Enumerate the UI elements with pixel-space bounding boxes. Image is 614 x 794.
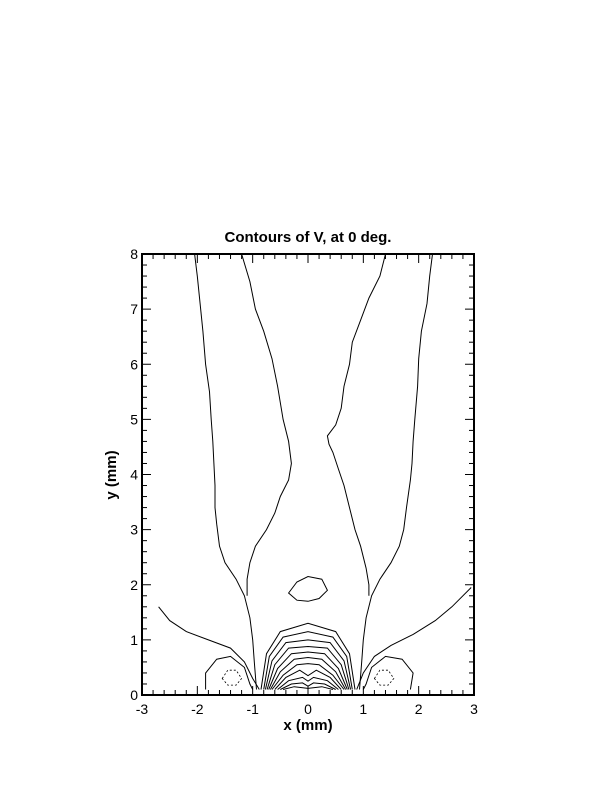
contour-line-18 xyxy=(274,669,342,690)
y-tick-label: 3 xyxy=(130,522,138,538)
contour-line-14 xyxy=(266,645,350,690)
y-tick-label: 7 xyxy=(130,301,138,317)
contour-lines xyxy=(158,253,472,690)
contour-line-6 xyxy=(205,655,254,690)
x-tick-label: -1 xyxy=(246,701,259,717)
axis-ticks xyxy=(141,253,475,696)
y-tick-label: 8 xyxy=(130,246,138,262)
contour-line-2 xyxy=(241,253,292,596)
y-tick-label: 5 xyxy=(130,411,138,427)
x-tick-label: -2 xyxy=(191,701,204,717)
y-tick-label: 2 xyxy=(130,577,138,593)
x-axis-label: x (mm) xyxy=(283,717,332,734)
tick-labels: -3 -2 -1 0 1 2 3 0 1 2 3 4 5 6 7 8 xyxy=(130,246,478,717)
contour-line-10 xyxy=(287,575,329,602)
y-tick-label: 0 xyxy=(130,687,138,703)
y-tick-label: 6 xyxy=(130,356,138,372)
contour-line-16 xyxy=(269,656,347,690)
contour-line-12 xyxy=(263,631,353,690)
contour-line-19 xyxy=(277,676,339,690)
x-tick-label: 0 xyxy=(304,701,312,717)
contour-line-8 xyxy=(221,669,243,686)
contour-line-7 xyxy=(362,655,414,690)
contour-line-15 xyxy=(268,651,348,690)
contour-line-3 xyxy=(326,253,386,596)
chart-title: Contours of V, at 0 deg. xyxy=(225,229,392,246)
x-tick-label: -3 xyxy=(136,701,149,717)
y-axis-label: y (mm) xyxy=(103,450,120,499)
contour-line-11 xyxy=(260,622,356,690)
x-tick-label: 1 xyxy=(359,701,367,717)
y-tick-label: 1 xyxy=(130,632,138,648)
contour-line-4 xyxy=(158,606,260,690)
contour-line-5 xyxy=(356,587,472,690)
contour-line-13 xyxy=(264,639,352,690)
contour-line-9 xyxy=(373,669,395,686)
x-tick-label: 2 xyxy=(415,701,423,717)
plot-frame xyxy=(141,253,475,696)
y-tick-label: 4 xyxy=(130,467,138,483)
contour-line-1 xyxy=(359,253,433,690)
x-tick-label: 3 xyxy=(470,701,478,717)
contour-line-17 xyxy=(271,663,345,690)
contour-line-0 xyxy=(194,253,257,690)
